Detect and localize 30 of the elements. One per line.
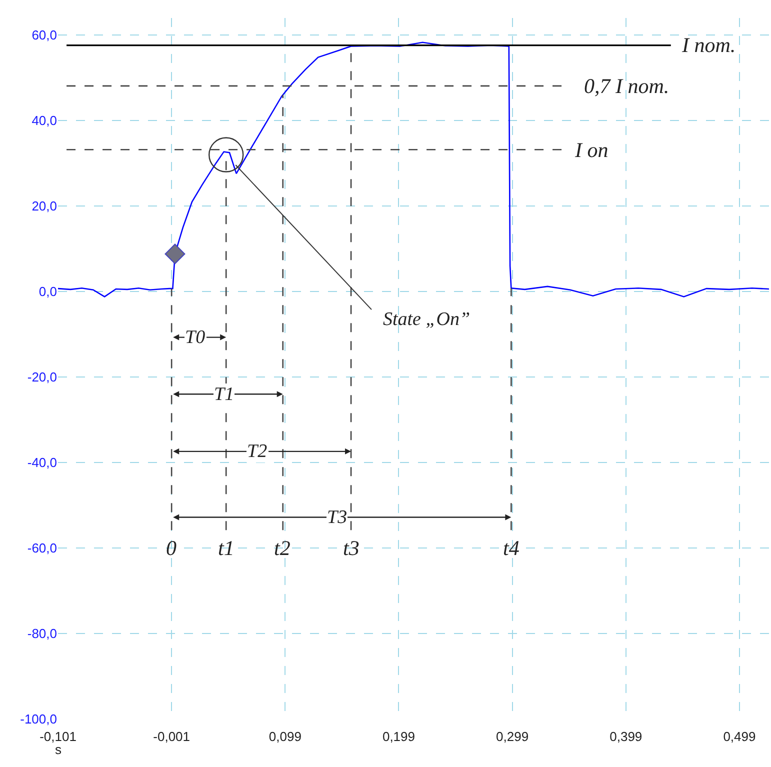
x-tick-label: 0,299 — [496, 729, 529, 744]
ref-line-label: t2 — [274, 536, 291, 560]
ref-line-label: 0 — [166, 536, 177, 560]
x-tick-label: 0,099 — [268, 729, 302, 744]
ref-line-label: I on — [574, 138, 608, 162]
y-tick-label: -60,0 — [27, 540, 57, 556]
y-tick-label: -100,0 — [20, 712, 57, 727]
ref-line-label: t1 — [218, 536, 234, 560]
ref-line-label: I nom. — [681, 33, 736, 57]
annotation: T3 — [327, 507, 348, 528]
ref-line-label: 0,7 I nom. — [584, 74, 670, 98]
y-tick-label: 60,0 — [32, 28, 57, 43]
x-tick-label: -0,001 — [153, 729, 190, 744]
x-tick-label: -0,101 — [40, 729, 76, 744]
annotation: T1 — [214, 384, 234, 405]
annotation: State „On” — [383, 309, 470, 330]
y-tick-label: 20,0 — [32, 198, 57, 214]
y-tick-label: -20,0 — [27, 370, 57, 385]
x-tick-label: 0,199 — [382, 729, 416, 744]
y-tick-label: 40,0 — [32, 113, 57, 128]
y-tick-label: -80,0 — [27, 626, 57, 642]
ref-line-label: t4 — [503, 536, 520, 560]
x-tick-label: 0,499 — [723, 729, 756, 744]
x-axis-title: s — [55, 742, 62, 757]
y-tick-label: -40,0 — [27, 455, 57, 470]
y-tick-label: 0,0 — [38, 284, 57, 300]
annotation: T0 — [185, 327, 206, 348]
x-tick-label: 0,399 — [610, 729, 642, 744]
ref-line-label: t3 — [343, 536, 360, 560]
annotation: T2 — [247, 441, 268, 462]
